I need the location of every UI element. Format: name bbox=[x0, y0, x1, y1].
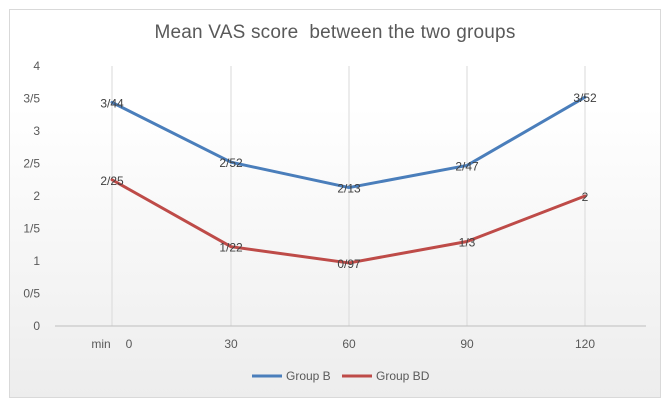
y-tick-label: 3 bbox=[33, 124, 40, 138]
chart-frame bbox=[9, 9, 661, 398]
data-label: 3/44 bbox=[100, 96, 124, 110]
x-tick-label: 0 bbox=[126, 337, 133, 351]
x-tick-label: 90 bbox=[460, 337, 474, 351]
y-tick-label: 0/5 bbox=[23, 287, 40, 301]
x-axis-prefix-label: min bbox=[91, 337, 110, 351]
data-label: 1/22 bbox=[219, 241, 243, 255]
data-label: 0/97 bbox=[337, 257, 361, 271]
data-label: 2 bbox=[582, 190, 589, 204]
y-tick-label: 4 bbox=[33, 59, 40, 73]
data-label: 1/3 bbox=[459, 236, 476, 250]
data-label: 2/52 bbox=[219, 156, 243, 170]
data-label: 2/25 bbox=[100, 174, 124, 188]
data-label: 2/13 bbox=[337, 182, 361, 196]
data-label: 2/47 bbox=[455, 159, 479, 173]
y-tick-label: 2 bbox=[33, 189, 40, 203]
series-line-group-b bbox=[110, 95, 587, 190]
y-tick-label: 3/5 bbox=[23, 92, 40, 106]
x-tick-label: 30 bbox=[224, 337, 238, 351]
y-tick-label: 0 bbox=[33, 319, 40, 333]
data-label: 3/52 bbox=[573, 91, 597, 105]
x-tick-label: 120 bbox=[575, 337, 595, 351]
y-tick-label: 1 bbox=[33, 254, 40, 268]
series-line-group-bd bbox=[110, 178, 587, 265]
legend-label-group-b: Group B bbox=[286, 369, 331, 383]
x-tick-label: 60 bbox=[342, 337, 356, 351]
legend-label-group-bd: Group BD bbox=[376, 369, 430, 383]
y-tick-label: 2/5 bbox=[23, 157, 40, 171]
y-tick-label: 1/5 bbox=[23, 222, 40, 236]
chart-title: Mean VAS score between the two groups bbox=[154, 22, 516, 43]
